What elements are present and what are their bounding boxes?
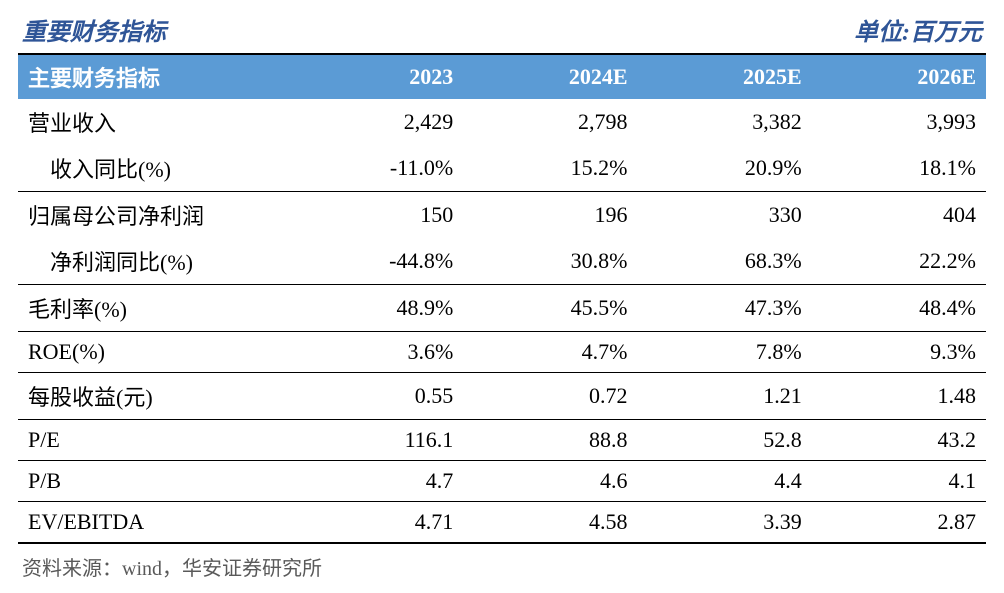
table-row: 营业收入2,4292,7983,3823,993	[18, 99, 986, 145]
cell-label: EV/EBITDA	[18, 502, 289, 544]
cell-value: 196	[463, 192, 637, 239]
title-left: 重要财务指标	[22, 12, 166, 47]
cell-label: 归属母公司净利润	[18, 192, 289, 239]
cell-value: 2,429	[289, 99, 463, 145]
cell-value: 18.1%	[812, 145, 986, 192]
cell-value: 4.58	[463, 502, 637, 544]
cell-value: 404	[812, 192, 986, 239]
cell-label: 毛利率(%)	[18, 285, 289, 332]
cell-value: 2.87	[812, 502, 986, 544]
cell-value: 116.1	[289, 420, 463, 461]
cell-value: 0.72	[463, 373, 637, 420]
cell-value: 3.6%	[289, 332, 463, 373]
title-right: 单位:百万元	[854, 12, 982, 47]
cell-value: 22.2%	[812, 238, 986, 285]
cell-value: 4.7	[289, 461, 463, 502]
cell-value: 4.4	[638, 461, 812, 502]
cell-value: 4.71	[289, 502, 463, 544]
cell-value: 150	[289, 192, 463, 239]
source-note: 资料来源：wind，华安证券研究所	[18, 552, 986, 581]
cell-value: 68.3%	[638, 238, 812, 285]
table-body: 营业收入2,4292,7983,3823,993收入同比(%)-11.0%15.…	[18, 99, 986, 543]
cell-value: 0.55	[289, 373, 463, 420]
cell-value: 1.21	[638, 373, 812, 420]
table-row: 归属母公司净利润150196330404	[18, 192, 986, 239]
cell-label: ROE(%)	[18, 332, 289, 373]
cell-value: 30.8%	[463, 238, 637, 285]
cell-value: 4.6	[463, 461, 637, 502]
table-row: 每股收益(元)0.550.721.211.48	[18, 373, 986, 420]
table-row: P/B4.74.64.44.1	[18, 461, 986, 502]
cell-value: 52.8	[638, 420, 812, 461]
financial-table: 主要财务指标 2023 2024E 2025E 2026E 营业收入2,4292…	[18, 53, 986, 544]
cell-value: 48.9%	[289, 285, 463, 332]
title-row: 重要财务指标 单位:百万元	[18, 12, 986, 47]
table-row: 净利润同比(%)-44.8%30.8%68.3%22.2%	[18, 238, 986, 285]
header-col-2024e: 2024E	[463, 54, 637, 99]
cell-value: 9.3%	[812, 332, 986, 373]
table-row: EV/EBITDA4.714.583.392.87	[18, 502, 986, 544]
header-col-2026e: 2026E	[812, 54, 986, 99]
cell-label: P/E	[18, 420, 289, 461]
header-col-2023: 2023	[289, 54, 463, 99]
table-row: ROE(%)3.6%4.7%7.8%9.3%	[18, 332, 986, 373]
cell-value: 47.3%	[638, 285, 812, 332]
cell-label: P/B	[18, 461, 289, 502]
cell-label: 收入同比(%)	[18, 145, 289, 192]
cell-value: 3,382	[638, 99, 812, 145]
cell-value: 48.4%	[812, 285, 986, 332]
cell-label: 每股收益(元)	[18, 373, 289, 420]
cell-value: 88.8	[463, 420, 637, 461]
cell-value: 15.2%	[463, 145, 637, 192]
cell-label: 净利润同比(%)	[18, 238, 289, 285]
cell-value: 330	[638, 192, 812, 239]
cell-label: 营业收入	[18, 99, 289, 145]
header-col-2025e: 2025E	[638, 54, 812, 99]
cell-value: 3.39	[638, 502, 812, 544]
cell-value: -44.8%	[289, 238, 463, 285]
cell-value: 20.9%	[638, 145, 812, 192]
cell-value: 43.2	[812, 420, 986, 461]
cell-value: 2,798	[463, 99, 637, 145]
cell-value: 3,993	[812, 99, 986, 145]
cell-value: 1.48	[812, 373, 986, 420]
table-header-row: 主要财务指标 2023 2024E 2025E 2026E	[18, 54, 986, 99]
cell-value: 4.7%	[463, 332, 637, 373]
cell-value: 4.1	[812, 461, 986, 502]
cell-value: -11.0%	[289, 145, 463, 192]
table-row: 收入同比(%)-11.0%15.2%20.9%18.1%	[18, 145, 986, 192]
cell-value: 45.5%	[463, 285, 637, 332]
table-row: P/E116.188.852.843.2	[18, 420, 986, 461]
table-row: 毛利率(%)48.9%45.5%47.3%48.4%	[18, 285, 986, 332]
cell-value: 7.8%	[638, 332, 812, 373]
header-col-metric: 主要财务指标	[18, 54, 289, 99]
